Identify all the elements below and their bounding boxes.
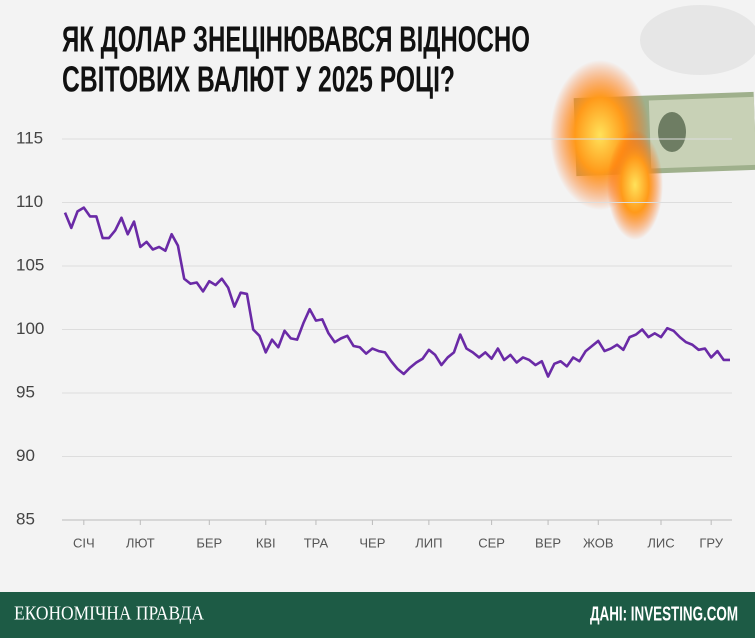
x-tick-label: ЧЕР xyxy=(359,535,385,550)
brand: ЕКОНОМІЧНА ПРАВДА xyxy=(14,603,204,625)
y-tick-label: 105 xyxy=(16,255,44,274)
x-tick-label: ВЕР xyxy=(535,535,561,550)
x-tick-label: ЛЮТ xyxy=(126,535,155,550)
x-tick-label: СІЧ xyxy=(73,535,95,550)
x-tick-label: ЖОВ xyxy=(583,535,614,550)
chart-title: СВІТОВИХ ВАЛЮТ У 2025 РОЦІ? xyxy=(62,59,455,100)
y-tick-label: 115 xyxy=(16,128,43,147)
chart-title: ЯК ДОЛАР ЗНЕЦІНЮВАВСЯ ВІДНОСНО xyxy=(62,19,530,60)
footer-band xyxy=(0,592,755,638)
x-tick-label: ТРА xyxy=(304,535,329,550)
line xyxy=(63,206,730,378)
source: ДАНІ: INVESTING.COM xyxy=(590,603,738,625)
y-tick-label: 100 xyxy=(16,319,44,338)
burning-dollar xyxy=(550,5,755,240)
y-tick-label: 90 xyxy=(16,446,35,465)
x-tick-label: СЕР xyxy=(478,535,505,550)
y-tick-label: 85 xyxy=(16,509,35,528)
x-tick-label: ЛИП xyxy=(415,535,442,550)
y-tick-label: 110 xyxy=(16,192,43,211)
x-tick-label: ЛИС xyxy=(647,535,674,550)
y-tick-label: 95 xyxy=(16,382,35,401)
x-tick-label: БЕР xyxy=(196,535,222,550)
x-tick-label: КВІ xyxy=(256,535,276,550)
x-tick-label: ГРУ xyxy=(699,535,723,550)
